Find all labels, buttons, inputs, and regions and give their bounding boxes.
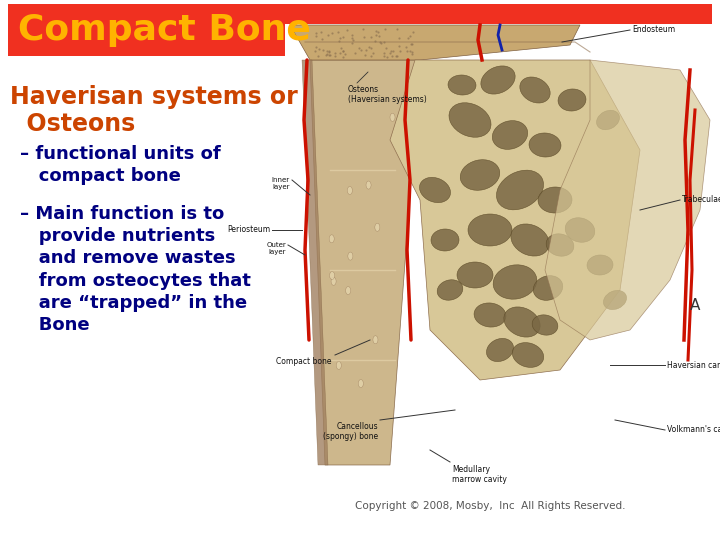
Ellipse shape <box>510 224 549 256</box>
Ellipse shape <box>460 160 500 190</box>
Ellipse shape <box>474 303 506 327</box>
Ellipse shape <box>492 120 528 150</box>
Ellipse shape <box>529 133 561 157</box>
Ellipse shape <box>373 336 378 344</box>
Text: Inner
layer: Inner layer <box>272 177 290 190</box>
Ellipse shape <box>487 339 513 362</box>
Ellipse shape <box>534 276 563 300</box>
Text: Haverisan systems or
  Osteons: Haverisan systems or Osteons <box>10 85 298 136</box>
Ellipse shape <box>448 75 476 95</box>
FancyBboxPatch shape <box>285 24 717 492</box>
Polygon shape <box>302 60 328 465</box>
Ellipse shape <box>493 265 537 299</box>
Ellipse shape <box>504 307 540 337</box>
Ellipse shape <box>481 66 516 94</box>
Ellipse shape <box>532 315 558 335</box>
Ellipse shape <box>330 272 335 280</box>
Ellipse shape <box>468 214 512 246</box>
Ellipse shape <box>597 110 619 130</box>
Ellipse shape <box>437 280 463 300</box>
Polygon shape <box>545 60 710 340</box>
Ellipse shape <box>603 291 626 309</box>
Ellipse shape <box>449 103 491 137</box>
Text: Outer
layer: Outer layer <box>266 242 286 255</box>
Ellipse shape <box>348 252 353 260</box>
Ellipse shape <box>565 218 595 242</box>
FancyBboxPatch shape <box>8 4 712 56</box>
Polygon shape <box>390 60 640 380</box>
Text: Osteons
(Haversian systems): Osteons (Haversian systems) <box>348 85 427 104</box>
Ellipse shape <box>587 255 613 275</box>
Ellipse shape <box>513 342 544 367</box>
Ellipse shape <box>329 235 334 243</box>
Ellipse shape <box>375 223 380 231</box>
Ellipse shape <box>520 77 550 103</box>
Text: Periosteum: Periosteum <box>227 226 270 234</box>
Ellipse shape <box>359 380 364 388</box>
Text: Compact bone: Compact bone <box>276 357 332 366</box>
Text: Compact Bone: Compact Bone <box>18 13 311 47</box>
Text: Haversian canals: Haversian canals <box>667 361 720 369</box>
Ellipse shape <box>457 262 493 288</box>
Ellipse shape <box>538 187 572 213</box>
Polygon shape <box>290 25 580 60</box>
Ellipse shape <box>496 170 544 210</box>
Ellipse shape <box>390 113 395 122</box>
Text: – Main function is to
   provide nutrients
   and remove wastes
   from osteocyt: – Main function is to provide nutrients … <box>20 205 251 334</box>
Text: Cancellous
(spongy) bone: Cancellous (spongy) bone <box>323 422 378 441</box>
Polygon shape <box>310 60 420 465</box>
Text: A: A <box>690 298 700 313</box>
Ellipse shape <box>336 361 341 369</box>
Ellipse shape <box>420 177 451 202</box>
Ellipse shape <box>366 181 371 189</box>
Text: Copyright © 2008, Mosby,  Inc  All Rights Reserved.: Copyright © 2008, Mosby, Inc All Rights … <box>355 501 625 511</box>
Ellipse shape <box>558 89 586 111</box>
Text: Medullary
marrow cavity: Medullary marrow cavity <box>452 465 507 484</box>
Ellipse shape <box>347 186 352 194</box>
Text: Volkmann's canals: Volkmann's canals <box>667 426 720 435</box>
Ellipse shape <box>331 278 336 285</box>
Ellipse shape <box>546 234 574 256</box>
Ellipse shape <box>431 229 459 251</box>
Text: Endosteum: Endosteum <box>632 25 675 35</box>
Text: Trabeculae: Trabeculae <box>682 195 720 205</box>
Text: – functional units of
   compact bone: – functional units of compact bone <box>20 145 221 185</box>
Ellipse shape <box>346 287 351 294</box>
